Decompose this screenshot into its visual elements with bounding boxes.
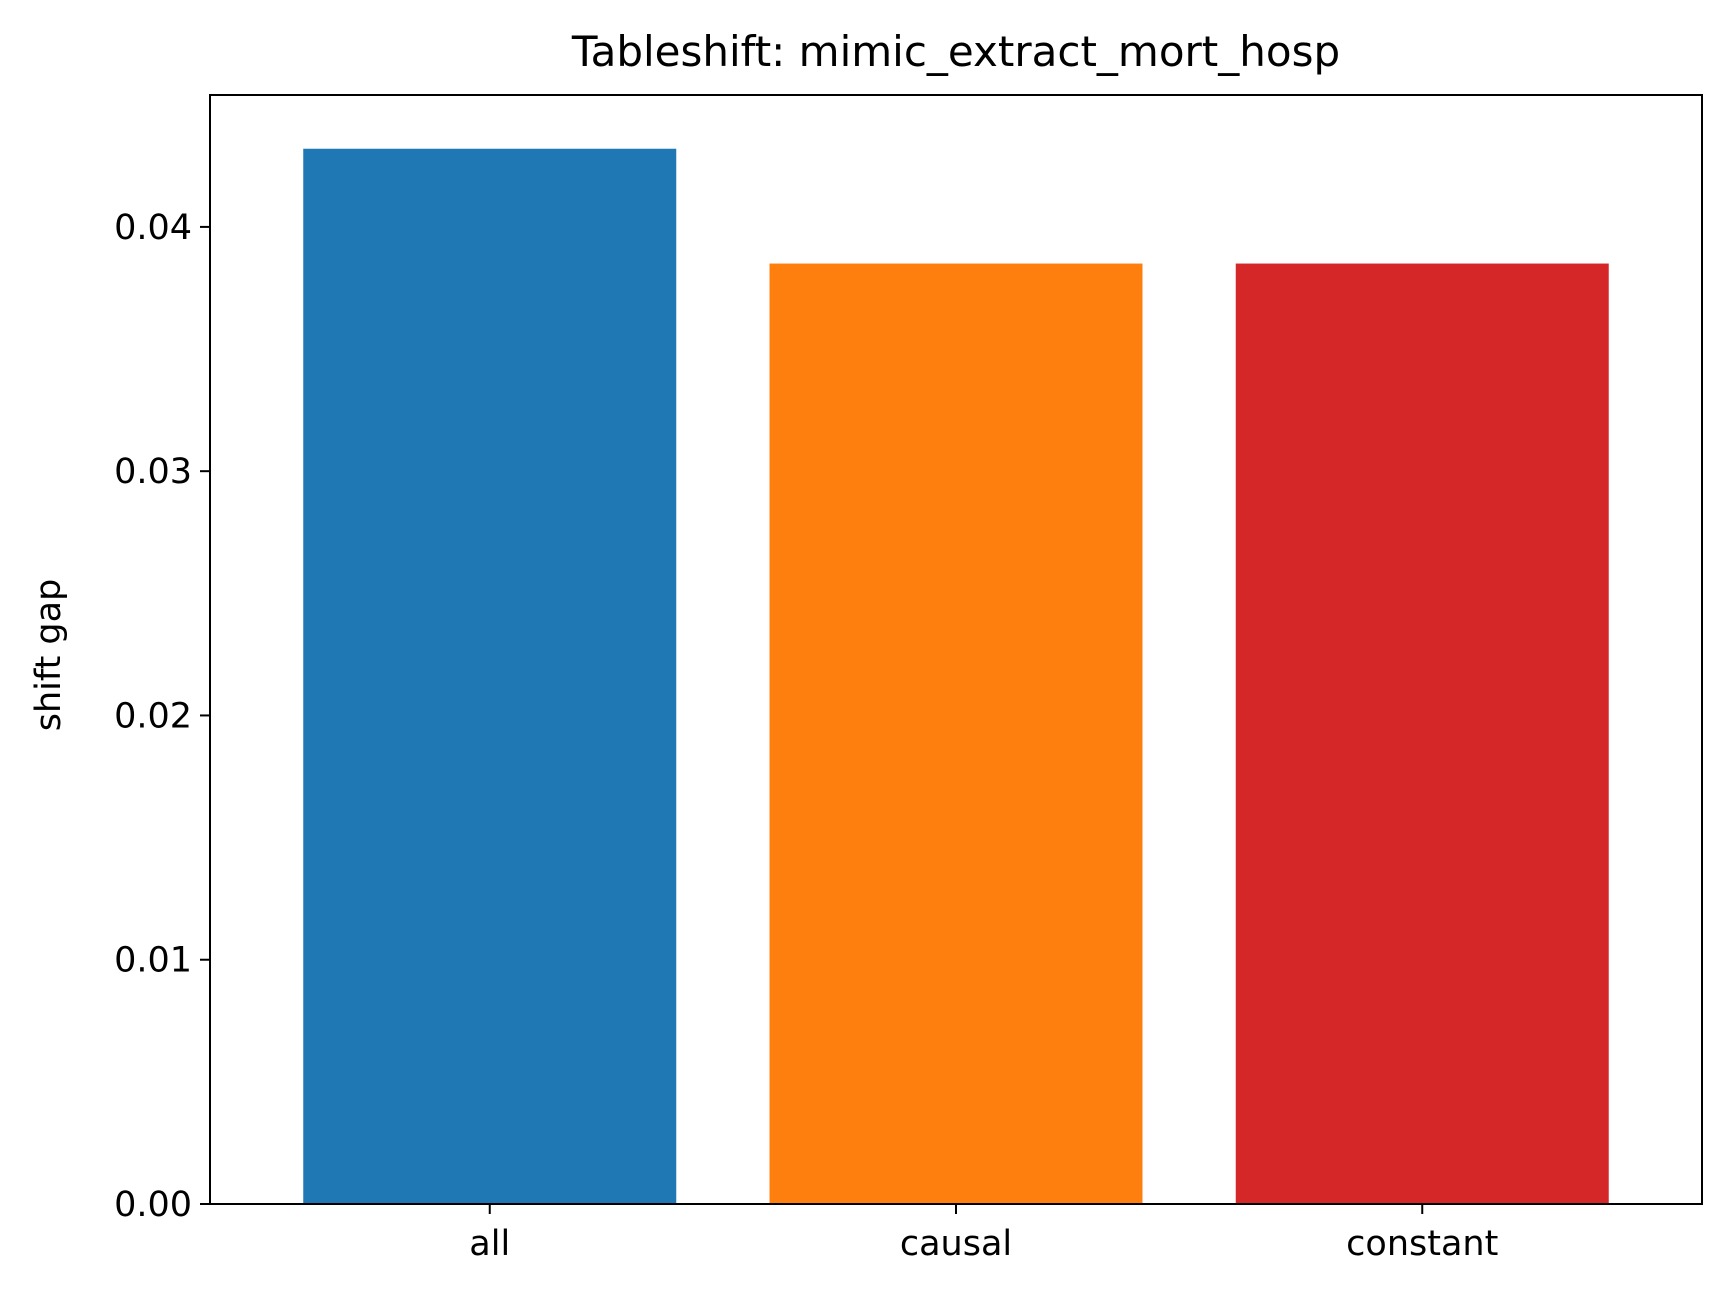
y-tick-label: 0.02	[114, 696, 192, 736]
plot-frame	[209, 94, 1703, 1205]
y-tick-label: 0.01	[114, 941, 192, 981]
y-axis-ticks: 0.00 0.01 0.02 0.03 0.04	[114, 208, 210, 1225]
bar-all	[303, 148, 677, 1204]
y-tick-label: 0.00	[114, 1185, 192, 1225]
x-tick-label: all	[469, 1224, 510, 1264]
y-axis-title: shift gap	[29, 579, 69, 732]
chart-title: Tableshift: mimic_extract_mort_hosp	[571, 27, 1340, 76]
y-tick-label: 0.04	[114, 208, 192, 248]
y-tick-label: 0.03	[114, 452, 192, 492]
bar-constant	[1235, 263, 1609, 1204]
x-tick-label: causal	[900, 1224, 1012, 1264]
bar-causal	[769, 263, 1143, 1204]
x-tick-label: constant	[1346, 1224, 1498, 1264]
x-axis-ticks: all causal constant	[469, 1204, 1498, 1264]
bars-group	[303, 148, 1609, 1204]
